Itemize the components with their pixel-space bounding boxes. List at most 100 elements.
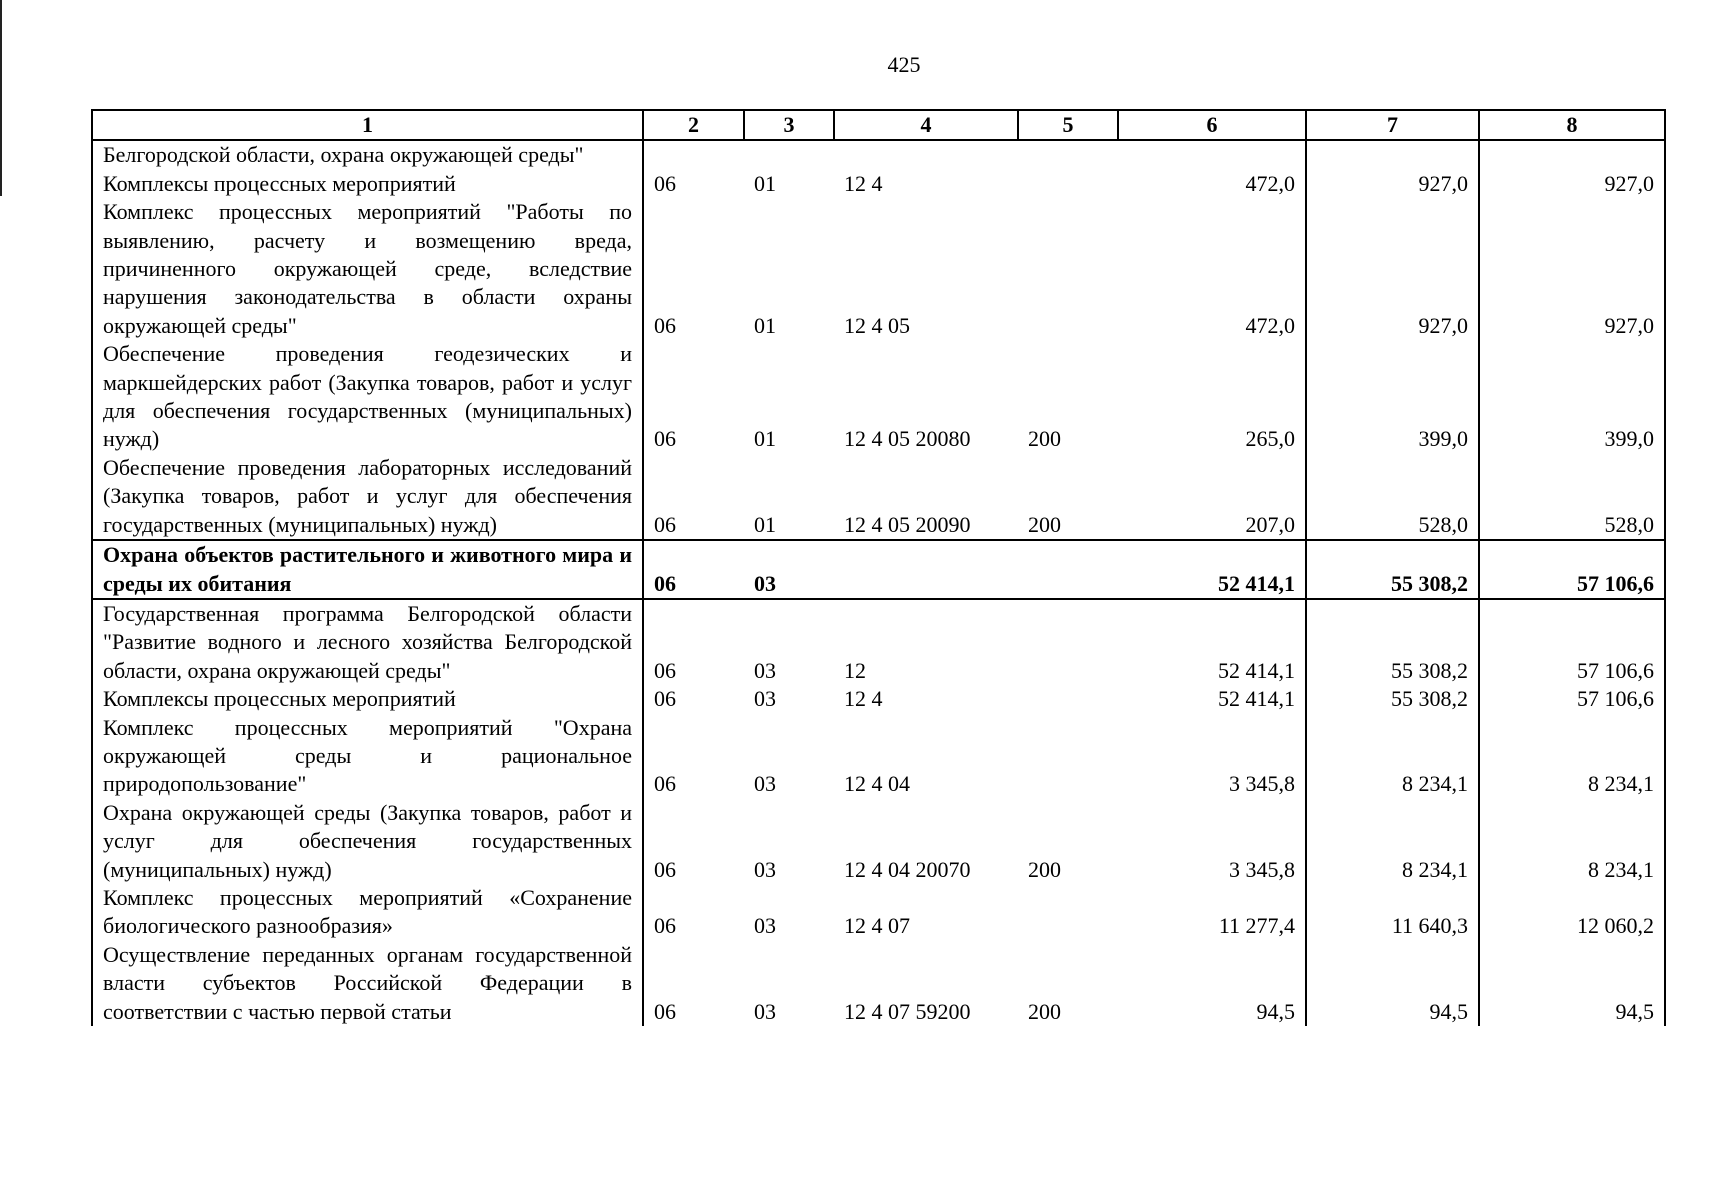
section-code: 06 xyxy=(654,312,676,338)
amount-col6: 207,0 xyxy=(1118,453,1307,541)
target-article: 12 4 04 xyxy=(844,771,910,797)
subsection-code: 01 xyxy=(754,426,776,452)
expense-type xyxy=(1018,170,1118,198)
amount-col6: 52 414,1 xyxy=(1118,685,1307,714)
column-header-8: 8 xyxy=(1478,108,1666,142)
expense-type xyxy=(1018,714,1118,799)
amount-col6: 472,0 xyxy=(1118,169,1307,199)
amount-col8: 8 234,1 xyxy=(1479,713,1666,799)
expense-type: 200 xyxy=(1028,426,1061,452)
table-row: Белгородской области, охрана окружающей … xyxy=(91,140,1666,170)
expense-type xyxy=(1018,884,1118,941)
page-number: 425 xyxy=(887,52,921,77)
amount-col6: 52 414,1 xyxy=(1118,598,1307,686)
amount-col7: 8 234,1 xyxy=(1306,798,1480,884)
amount-col8: 57 106,6 xyxy=(1479,539,1666,600)
expense-type xyxy=(1018,539,1118,600)
expense-type xyxy=(1018,140,1118,169)
row-name: Охрана окружающей среды (Закупка товаров… xyxy=(91,798,644,884)
amount-col7: 927,0 xyxy=(1306,198,1480,341)
table-row: Комплекс процессных мероприятий "Охрана … xyxy=(91,713,1666,799)
column-header-4: 4 xyxy=(833,108,1019,142)
column-header-2: 2 xyxy=(642,108,745,142)
row-name: Комплексы процессных мероприятий xyxy=(91,685,644,714)
column-header-1: 1 xyxy=(91,108,644,142)
amount-col8: 57 106,6 xyxy=(1479,598,1666,686)
row-name: Комплекс процессных мероприятий "Охрана … xyxy=(91,713,644,799)
amount-col6: 11 277,4 xyxy=(1118,883,1307,941)
amount-col8: 57 106,6 xyxy=(1479,685,1666,714)
section-code: 06 xyxy=(654,998,676,1024)
section-code: 06 xyxy=(654,511,676,537)
table-row: Комплексы процессных мероприятий 06 03 12 4… xyxy=(91,685,1666,714)
subsection-code xyxy=(744,140,834,169)
section-code xyxy=(643,140,744,169)
subsection-code: 01 xyxy=(754,170,776,196)
target-article: 12 4 05 20090 xyxy=(844,511,971,537)
section-code: 06 xyxy=(654,856,676,882)
table-row: Комплексы процессных мероприятий 06 01 12 4… xyxy=(91,169,1666,199)
row-name: Государственная программа Белгородской о… xyxy=(91,598,644,686)
amount-col8: 528,0 xyxy=(1479,453,1666,541)
amount-col8 xyxy=(1479,140,1666,170)
target-article: 12 4 07 59200 xyxy=(844,998,971,1024)
subsection-code: 03 xyxy=(754,771,776,797)
table-row: Обеспечение проведения лабораторных иссл… xyxy=(91,453,1666,541)
amount-col6: 472,0 xyxy=(1118,198,1307,341)
row-name: Комплекс процессных мероприятий "Работы … xyxy=(91,198,644,341)
section-code: 06 xyxy=(654,657,676,683)
amount-col6: 94,5 xyxy=(1118,940,1307,1026)
amount-col6 xyxy=(1118,140,1307,170)
section-code: 06 xyxy=(654,686,676,712)
amount-col8: 94,5 xyxy=(1479,940,1666,1026)
row-name: Обеспечение проведения геодезических и м… xyxy=(91,340,644,454)
table-row: Охрана окружающей среды (Закупка товаров… xyxy=(91,798,1666,884)
expense-type xyxy=(1018,198,1118,340)
subsection-code: 03 xyxy=(754,657,776,683)
expense-type: 200 xyxy=(1028,856,1061,882)
subsection-code: 03 xyxy=(754,998,776,1024)
amount-col8: 12 060,2 xyxy=(1479,883,1666,941)
target-article: 12 4 04 20070 xyxy=(844,856,971,882)
target-article: 12 4 05 20080 xyxy=(844,426,971,452)
amount-col6: 3 345,8 xyxy=(1118,798,1307,884)
subsection-code: 01 xyxy=(754,312,776,338)
column-header-3: 3 xyxy=(743,108,835,142)
amount-col6: 265,0 xyxy=(1118,340,1307,454)
section-code: 06 xyxy=(643,539,744,600)
column-header-6: 6 xyxy=(1117,108,1307,142)
amount-col8: 927,0 xyxy=(1479,198,1666,341)
scan-edge-mark xyxy=(0,0,2,196)
section-code: 06 xyxy=(654,170,676,196)
subsection-code: 03 xyxy=(754,856,776,882)
subsection-code: 01 xyxy=(754,511,776,537)
subsection-code: 03 xyxy=(754,686,776,712)
target-article: 12 4 05 xyxy=(844,312,910,338)
amount-col7: 55 308,2 xyxy=(1306,685,1480,714)
amount-col7: 927,0 xyxy=(1306,169,1480,199)
expense-type xyxy=(1018,685,1118,713)
target-article: 12 4 07 xyxy=(844,913,910,939)
expense-type: 200 xyxy=(1028,511,1061,537)
table-row: Комплекс процессных мероприятий «Сохране… xyxy=(91,883,1666,941)
amount-col7: 55 308,2 xyxy=(1306,539,1480,600)
amount-col7: 55 308,2 xyxy=(1306,598,1480,686)
expense-type: 200 xyxy=(1028,998,1061,1024)
amount-col7 xyxy=(1306,140,1480,170)
section-total-row: Охрана объектов растительного и животног… xyxy=(91,539,1666,600)
amount-col7: 528,0 xyxy=(1306,453,1480,541)
row-name: Комплекс процессных мероприятий «Сохране… xyxy=(91,883,644,941)
column-header-7: 7 xyxy=(1305,108,1480,142)
amount-col8: 399,0 xyxy=(1479,340,1666,454)
column-header-5: 5 xyxy=(1017,108,1119,142)
amount-col7: 8 234,1 xyxy=(1306,713,1480,799)
section-code: 06 xyxy=(654,426,676,452)
table-row: Комплекс процессных мероприятий "Работы … xyxy=(91,198,1666,341)
subsection-code: 03 xyxy=(744,539,834,600)
row-name: Белгородской области, охрана окружающей … xyxy=(91,140,644,170)
subsection-code: 03 xyxy=(754,913,776,939)
row-name: Обеспечение проведения лабораторных иссл… xyxy=(91,453,644,541)
amount-col6: 3 345,8 xyxy=(1118,713,1307,799)
